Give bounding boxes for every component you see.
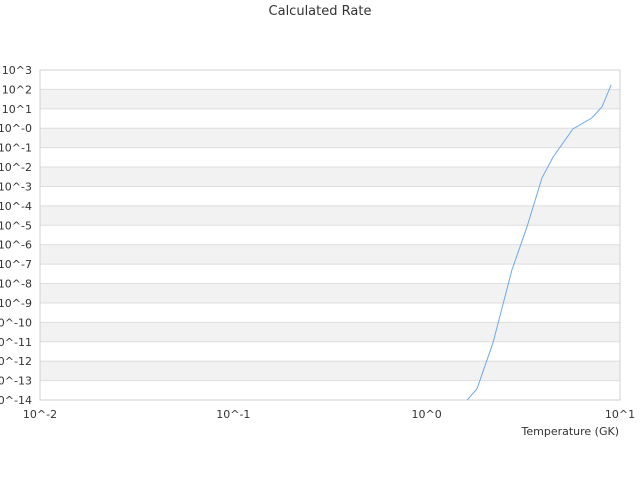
y-tick-label: 10^-6 [0, 239, 32, 252]
grid-band [40, 89, 620, 109]
y-tick-label: 10^-0 [0, 122, 32, 135]
y-tick-label: 10^-10 [0, 316, 32, 329]
y-tick-label: 10^3 [2, 64, 32, 77]
x-axis-label: Temperature (GK) [521, 425, 620, 438]
y-tick-label: 10^-2 [0, 161, 32, 174]
x-tick-label: 10^1 [605, 408, 635, 421]
x-tick-label: 10^0 [412, 408, 442, 421]
plot-frame [39, 69, 621, 401]
y-tick-label: 10^-9 [0, 297, 32, 310]
y-tick-label: 10^-13 [0, 375, 32, 388]
y-tick-label: 10^-8 [0, 278, 32, 291]
y-tick-label: 10^-3 [0, 180, 32, 193]
series-line [466, 84, 612, 401]
y-tick-label: 10^-11 [0, 336, 32, 349]
grid-band [40, 244, 620, 265]
grid-band [40, 283, 620, 303]
y-tick-label: 10^-7 [0, 258, 32, 271]
grid-band [40, 322, 620, 342]
y-tick-label: 10^-14 [0, 394, 32, 407]
grid-band [40, 361, 620, 381]
grid-band [40, 167, 620, 187]
y-tick-label: 10^1 [2, 103, 32, 116]
y-tick-label: 10^-4 [0, 200, 32, 213]
grid-band [40, 128, 620, 148]
y-tick-label: 10^-5 [0, 219, 32, 232]
grid-band [40, 205, 620, 226]
x-tick-label: 10^-2 [23, 408, 57, 421]
y-tick-label: 10^-12 [0, 355, 32, 368]
y-tick-label: 10^2 [2, 83, 32, 96]
chart-title: Calculated Rate [268, 4, 372, 19]
x-tick-label: 10^-1 [216, 408, 250, 421]
y-tick-label: 10^-1 [0, 142, 32, 155]
